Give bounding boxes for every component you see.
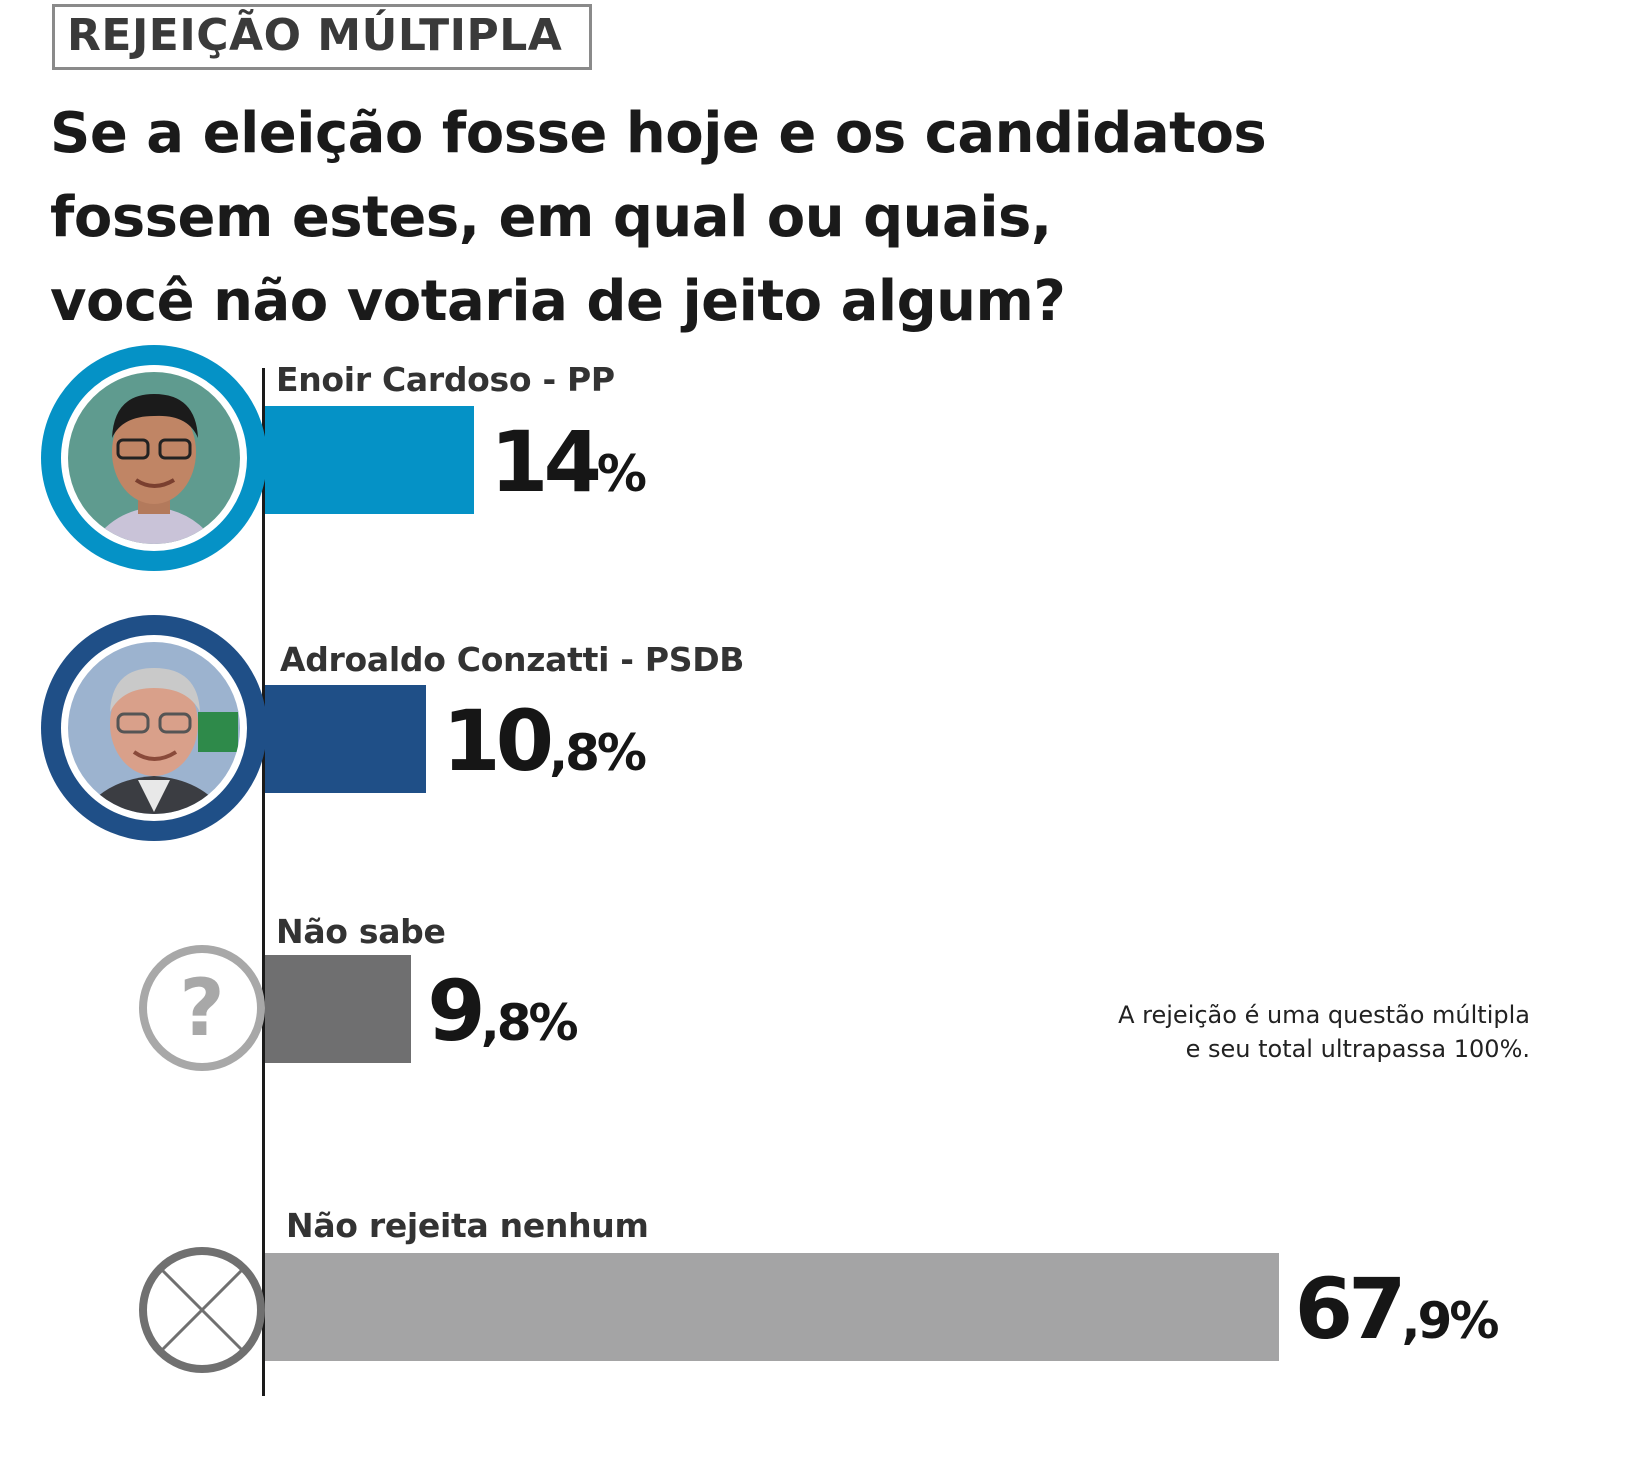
- value-integer: 9: [427, 962, 485, 1060]
- bar: [265, 955, 412, 1063]
- bar: [265, 406, 474, 514]
- bar: [265, 1253, 1279, 1361]
- section-tag: REJEIÇÃO MÚLTIPLA: [52, 4, 592, 70]
- value-decimal: ,8%: [549, 724, 647, 782]
- question-line: fossem estes, em qual ou quais,: [50, 185, 1052, 250]
- value-label: 10,8%: [442, 699, 647, 783]
- value-label: 14%: [490, 420, 647, 504]
- value-decimal: ,9%: [1401, 1292, 1500, 1350]
- candidate-photo: [38, 342, 270, 578]
- bar-label: Não sabe: [276, 912, 446, 951]
- chart-axis: [262, 368, 265, 1396]
- candidate-photo: [38, 612, 270, 848]
- value-label: 67,9%: [1295, 1267, 1500, 1351]
- question-title: Se a eleição fosse hoje e os candidatos …: [50, 92, 1267, 344]
- value-integer: 10: [442, 692, 554, 790]
- footnote-line: e seu total ultrapassa 100%.: [1185, 1035, 1530, 1063]
- bar: [265, 685, 427, 793]
- svg-text:?: ?: [179, 964, 224, 1054]
- footnote: A rejeição é uma questão múltipla e seu …: [1118, 998, 1530, 1066]
- value-decimal: ,8%: [480, 994, 579, 1052]
- footnote-line: A rejeição é uma questão múltipla: [1118, 1001, 1530, 1029]
- value-integer: 67: [1294, 1260, 1407, 1358]
- bar-label: Adroaldo Conzatti - PSDB: [280, 640, 745, 679]
- cross-icon: [137, 1245, 267, 1379]
- question-icon: ?: [137, 943, 267, 1077]
- value-label: 9,8%: [427, 969, 579, 1053]
- bar-label: Não rejeita nenhum: [286, 1206, 649, 1245]
- value-integer: 14: [490, 413, 602, 511]
- bar-label: Enoir Cardoso - PP: [276, 360, 615, 399]
- value-decimal: %: [596, 445, 647, 503]
- question-line: Se a eleição fosse hoje e os candidatos: [50, 101, 1267, 166]
- question-line: você não votaria de jeito algum?: [50, 269, 1066, 334]
